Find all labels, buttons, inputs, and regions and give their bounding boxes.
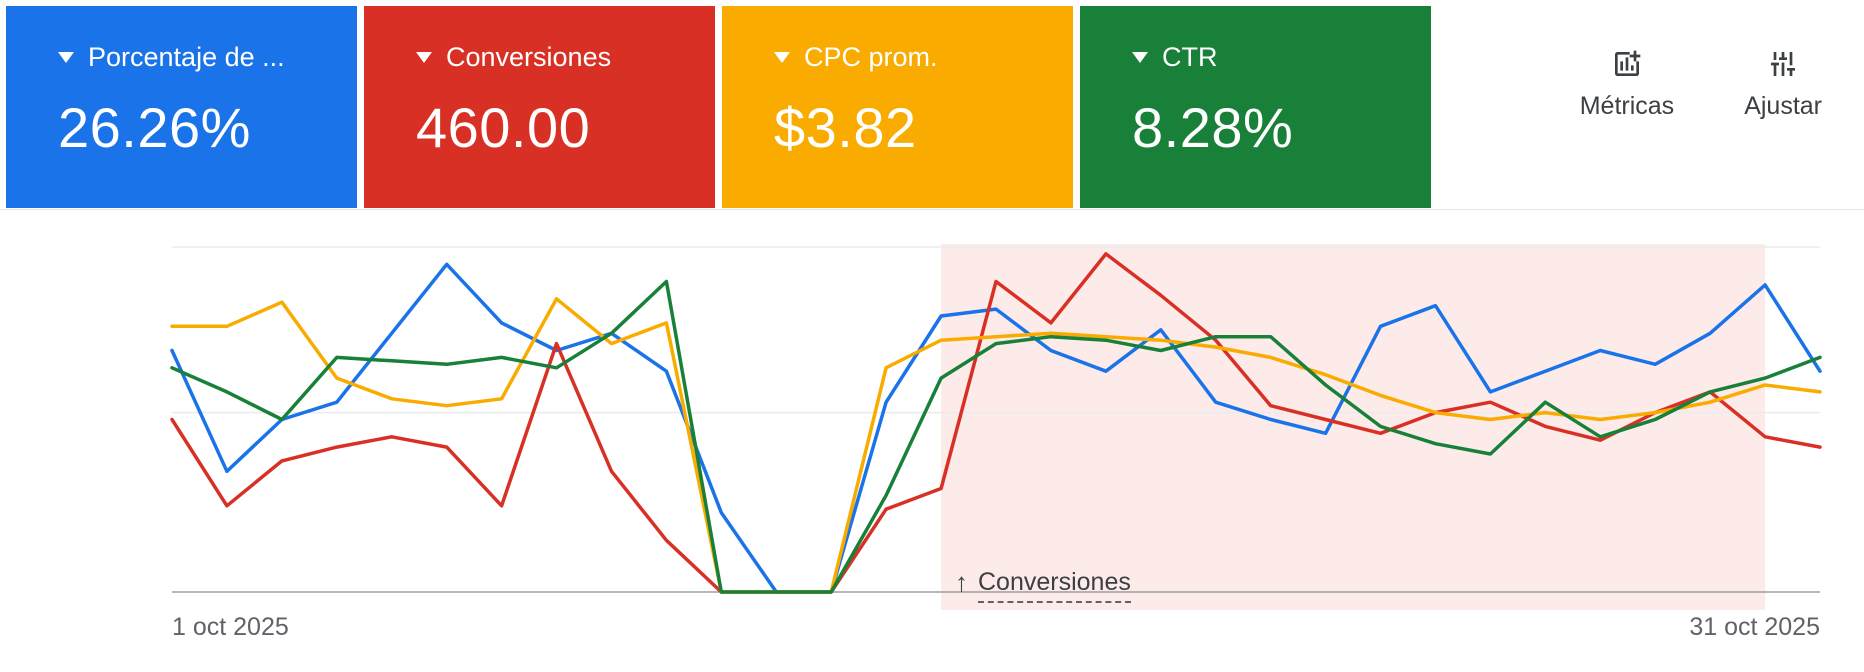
dropdown-triangle-icon[interactable] [774,52,790,63]
adjust-button-label: Ajustar [1744,92,1822,120]
chart-canvas[interactable] [0,211,1864,672]
metric-card-label: CPC prom. [804,42,938,72]
series-line-ctr[interactable] [170,279,1822,594]
metric-cards-row: Porcentaje de ... 26.26% Conversiones 46… [0,0,1864,210]
metric-card-header: CPC prom. [774,42,1053,73]
add-chart-icon [1611,48,1643,80]
dropdown-triangle-icon[interactable] [58,52,74,63]
metric-card-value: $3.82 [774,96,917,159]
metric-card-porcentaje[interactable]: Porcentaje de ... 26.26% [6,6,357,208]
dropdown-triangle-icon[interactable] [1132,52,1148,63]
metric-card-ctr[interactable]: CTR 8.28% [1080,6,1431,208]
time-series-chart[interactable]: ↑ Conversiones 1 oct 2025 31 oct 2025 [0,211,1864,672]
axis-start-date: 1 oct 2025 [172,613,289,641]
dropdown-triangle-icon[interactable] [416,52,432,63]
metrics-button[interactable]: Métricas [1580,48,1674,121]
metric-card-header: Porcentaje de ... [58,42,337,73]
metric-card-header: Conversiones [416,42,695,73]
metric-card-value: 26.26% [58,96,251,159]
arrow-up-icon: ↑ [955,567,968,597]
series-line-cpc-prom[interactable] [170,297,1822,594]
metric-card-cpc-prom[interactable]: CPC prom. $3.82 [722,6,1073,208]
metric-card-conversiones[interactable]: Conversiones 460.00 [364,6,715,208]
chart-annotation-conversiones[interactable]: ↑ Conversiones [955,567,1131,603]
annotation-label[interactable]: Conversiones [978,568,1131,603]
metric-card-label: CTR [1162,42,1218,72]
adjust-button[interactable]: Ajustar [1744,48,1822,121]
metric-card-value: 8.28% [1132,96,1294,159]
axis-end-date: 31 oct 2025 [1689,613,1820,641]
metric-card-value: 460.00 [416,96,591,159]
series-line-conversiones[interactable] [170,252,1822,594]
tune-sliders-icon [1767,48,1799,80]
series-line-porcentaje-de[interactable] [170,262,1822,594]
metric-card-label: Porcentaje de ... [88,42,285,72]
metrics-button-label: Métricas [1579,92,1675,120]
chart-toolbar: Métricas Ajustar [1580,0,1864,121]
metric-card-label: Conversiones [446,42,612,72]
metric-card-header: CTR [1132,42,1411,73]
